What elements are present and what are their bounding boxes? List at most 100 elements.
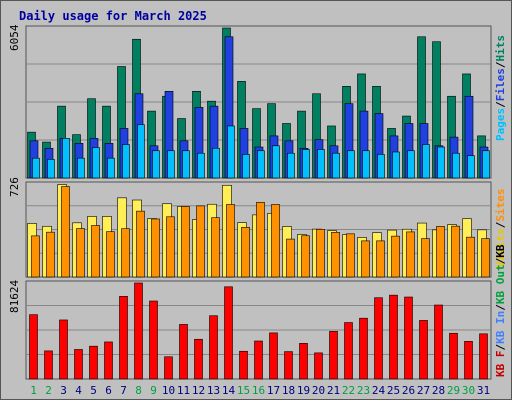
- legend-bot-text: KB F/KB In/KB Out/KB: [494, 244, 507, 377]
- bar-pages-day-13: [212, 147, 220, 179]
- legend-top-item-3: /: [494, 61, 507, 68]
- xtick-day-31: 31: [477, 384, 490, 397]
- legend-bottom: KB F/KB In/KB Out/KB: [494, 244, 507, 377]
- bar-pages-day-17: [272, 145, 280, 179]
- bar-kb-day-17: [269, 332, 278, 380]
- legend-bot-item-5: /: [494, 257, 507, 264]
- bar-kb-day-2: [44, 350, 53, 380]
- bar-pages-day-20: [317, 149, 325, 179]
- bar-kb-day-6: [104, 341, 113, 380]
- xtick-day-20: 20: [312, 384, 325, 397]
- legend-top-text: Pages/Files/Hits: [494, 35, 507, 141]
- bar-sites-day-26: [406, 231, 415, 278]
- legend-top-item-2: Files: [494, 68, 507, 101]
- bar-kb-day-24: [374, 297, 383, 380]
- legend-mid-item-1: /: [494, 221, 507, 228]
- bar-sites-day-21: [331, 231, 340, 278]
- legend-bot-item-4: KB Out: [494, 264, 507, 304]
- bar-pages-day-29: [452, 152, 460, 179]
- bar-pages-day-26: [407, 150, 415, 179]
- bar-pages-day-28: [437, 146, 445, 179]
- bars-top-series: [27, 27, 490, 179]
- bar-pages-day-18: [287, 152, 295, 179]
- bar-kb-day-28: [434, 304, 443, 380]
- bar-sites-day-11: [181, 206, 190, 278]
- bar-sites-day-23: [361, 240, 370, 278]
- xtick-day-2: 2: [45, 384, 52, 397]
- bar-pages-day-14: [227, 125, 235, 179]
- bar-pages-day-23: [362, 150, 370, 179]
- ytick-max-middle: 726: [8, 177, 21, 197]
- bars-bottom-series: [29, 282, 488, 380]
- bar-kb-day-15: [239, 350, 248, 380]
- bar-kb-day-27: [419, 320, 428, 380]
- bar-pages-day-7: [122, 144, 130, 179]
- xtick-day-9: 9: [150, 384, 157, 397]
- bar-sites-day-4: [76, 228, 85, 278]
- legend-mid-item-2: Sites: [494, 189, 507, 222]
- bar-sites-day-18: [286, 238, 295, 278]
- xtick-day-21: 21: [327, 384, 340, 397]
- bar-pages-day-12: [197, 152, 205, 179]
- bar-sites-day-25: [391, 235, 400, 278]
- xtick-day-6: 6: [105, 384, 112, 397]
- xtick-day-17: 17: [267, 384, 280, 397]
- bar-pages-day-11: [182, 150, 190, 179]
- bar-kb-day-5: [89, 345, 98, 380]
- xtick-day-13: 13: [207, 384, 220, 397]
- legend-top-item-4: Hits: [494, 35, 507, 62]
- bar-kb-day-21: [329, 331, 338, 380]
- xtick-day-14: 14: [222, 384, 236, 397]
- bar-kb-day-8: [134, 282, 143, 380]
- bar-pages-day-3: [62, 138, 70, 179]
- bar-kb-day-25: [389, 294, 398, 380]
- xtick-day-23: 23: [357, 384, 370, 397]
- legend-mid-text: Visits/Sites: [494, 189, 507, 269]
- bar-pages-day-16: [257, 150, 265, 179]
- bar-sites-day-5: [91, 225, 100, 278]
- xtick-day-10: 10: [162, 384, 175, 397]
- xtick-day-25: 25: [387, 384, 400, 397]
- bar-pages-day-6: [107, 157, 115, 179]
- bar-sites-day-29: [451, 225, 460, 278]
- legend-top: Pages/Files/Hits: [494, 35, 507, 141]
- xtick-day-12: 12: [192, 384, 205, 397]
- bar-pages-day-27: [422, 144, 430, 179]
- xtick-day-18: 18: [282, 384, 295, 397]
- xtick-day-7: 7: [120, 384, 127, 397]
- legend-bot-item-1: /: [494, 344, 507, 351]
- bar-pages-day-25: [392, 151, 400, 179]
- bar-pages-day-31: [482, 150, 490, 179]
- bar-kb-day-26: [404, 296, 413, 380]
- bar-sites-day-20: [316, 229, 325, 278]
- bar-sites-day-2: [46, 231, 55, 278]
- legend-top-item-1: /: [494, 101, 507, 108]
- xtick-day-24: 24: [372, 384, 386, 397]
- bar-pages-day-15: [242, 154, 250, 179]
- bar-sites-day-31: [481, 238, 490, 278]
- legend-middle: Visits/Sites: [494, 189, 507, 269]
- legend-bot-item-6: KB: [494, 244, 507, 258]
- xtick-day-8: 8: [135, 384, 142, 397]
- bar-sites-day-17: [271, 204, 280, 278]
- ytick-max-bottom: 81624: [8, 280, 21, 313]
- legend-bot-item-3: /: [494, 304, 507, 311]
- bar-sites-day-28: [436, 226, 445, 278]
- bar-kb-day-7: [119, 296, 128, 380]
- bar-sites-day-6: [106, 231, 115, 278]
- bar-sites-day-10: [166, 216, 175, 278]
- bar-kb-day-1: [29, 314, 38, 380]
- xtick-day-11: 11: [177, 384, 190, 397]
- bar-kb-day-10: [164, 356, 173, 380]
- bar-pages-day-9: [152, 150, 160, 179]
- bar-pages-day-19: [302, 149, 310, 179]
- bar-kb-day-19: [299, 343, 308, 380]
- bar-kb-day-9: [149, 300, 158, 380]
- bar-kb-day-22: [344, 322, 353, 380]
- xtick-day-5: 5: [90, 384, 97, 397]
- bar-pages-day-8: [137, 124, 145, 179]
- bar-kb-day-4: [74, 349, 83, 380]
- bars-middle-series: [27, 184, 490, 278]
- bar-sites-day-19: [301, 235, 310, 278]
